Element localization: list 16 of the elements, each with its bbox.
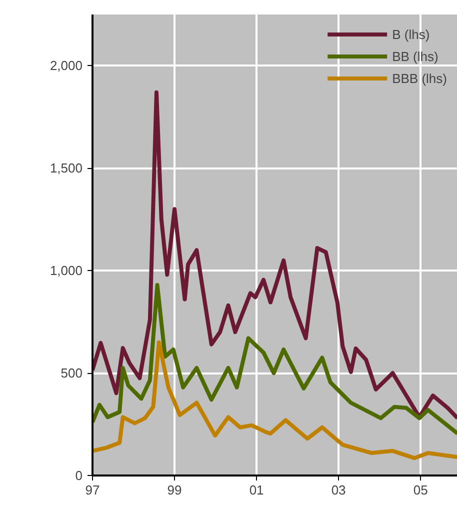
x-tick-label: 05 xyxy=(413,482,428,498)
legend-label: BBB (lhs) xyxy=(392,70,447,86)
legend-label: BB (lhs) xyxy=(392,48,438,64)
line-series xyxy=(92,282,457,436)
x-tick-label: 03 xyxy=(331,482,346,498)
x-tick-label: 01 xyxy=(249,482,264,498)
x-tick-label: 97 xyxy=(85,482,100,498)
line-series xyxy=(92,90,457,420)
y-tick-label: 1,500 xyxy=(50,160,83,176)
x-tick-label: 99 xyxy=(167,482,182,498)
line-series xyxy=(92,340,457,460)
y-tick-label: 500 xyxy=(60,366,83,381)
y-tick-label: 1,000 xyxy=(50,263,83,278)
y-tick-label: 0 xyxy=(75,468,83,483)
legend-label: B (lhs) xyxy=(392,26,430,42)
y-tick-label: 2,000 xyxy=(50,58,83,74)
